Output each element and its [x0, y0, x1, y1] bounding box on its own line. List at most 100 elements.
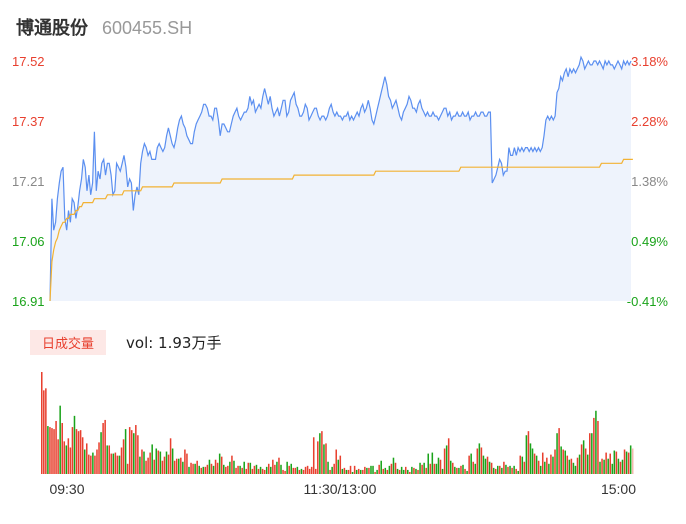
- volume-bar: [251, 468, 254, 474]
- volume-bar: [257, 468, 260, 474]
- volume-bar: [613, 450, 616, 474]
- volume-bar: [180, 457, 182, 474]
- volume-bar: [550, 454, 552, 474]
- volume-bar: [59, 405, 61, 474]
- volume-bar: [272, 459, 274, 474]
- volume-bar: [69, 447, 72, 474]
- volume-bar: [182, 461, 184, 474]
- volume-bar: [411, 466, 413, 474]
- volume-bar: [139, 456, 141, 474]
- volume-bar: [413, 467, 415, 474]
- volume-bar: [443, 448, 446, 474]
- x-tick-label: 09:30: [49, 481, 84, 497]
- volume-bar: [198, 465, 200, 474]
- volume-bar: [537, 460, 540, 474]
- volume-bar: [417, 469, 419, 474]
- volume-bar: [325, 443, 327, 474]
- volume-bar: [253, 465, 256, 474]
- volume-bar: [362, 469, 364, 474]
- volume-bar: [435, 463, 438, 474]
- volume-bar: [533, 453, 536, 474]
- volume-bar: [65, 445, 68, 474]
- volume-bar: [47, 426, 49, 474]
- volume-bar: [611, 463, 614, 474]
- volume-badge[interactable]: 日成交量: [30, 330, 107, 355]
- volume-bar: [607, 458, 609, 474]
- volume-bar: [447, 438, 450, 474]
- volume-bar: [51, 428, 53, 474]
- volume-bar: [396, 468, 399, 474]
- volume-bar: [173, 460, 176, 474]
- volume-bar: [98, 442, 100, 474]
- volume-bar: [586, 454, 589, 474]
- volume-bar: [43, 390, 45, 474]
- volume-bar: [284, 470, 286, 474]
- volume-bar: [190, 462, 192, 474]
- volume-bar: [605, 452, 607, 474]
- volume-bar: [57, 439, 59, 474]
- volume-bar: [603, 459, 605, 474]
- volume-bar: [204, 466, 207, 474]
- volume-bar: [433, 463, 436, 474]
- volume-bar: [372, 465, 374, 474]
- volume-bar: [347, 469, 350, 474]
- volume-bar: [521, 456, 524, 474]
- volume-bar: [216, 462, 219, 474]
- volume-bar: [104, 419, 106, 474]
- volume-bar: [539, 465, 542, 474]
- volume-bar: [83, 449, 86, 474]
- volume-bar: [472, 461, 474, 474]
- volume-bar: [92, 452, 94, 474]
- volume-bar: [519, 455, 522, 474]
- volume-bar: [345, 469, 348, 474]
- price-chart: 17.52 17.37 17.21 17.06 16.91 3.18% 2.28% 1.38%…: [12, 54, 669, 309]
- volume-bar: [310, 466, 313, 474]
- volume-bar: [167, 454, 170, 474]
- y-tick-left: 17.21: [12, 174, 45, 189]
- volume-bar: [351, 471, 354, 474]
- volume-bar: [513, 465, 515, 474]
- volume-bar: [235, 467, 237, 474]
- volume-bar: [108, 445, 111, 474]
- volume-bar: [49, 427, 51, 474]
- volume-bar: [122, 439, 125, 474]
- volume-bar: [327, 461, 329, 474]
- volume-bar: [390, 463, 393, 474]
- stock-code: 600455.SH: [102, 18, 193, 38]
- volume-bar: [239, 465, 241, 474]
- volume-bar: [206, 464, 209, 474]
- volume-bar: [243, 461, 245, 474]
- volume-bar: [629, 445, 632, 474]
- volume-bar: [141, 449, 143, 474]
- volume-bar: [200, 467, 203, 474]
- volume-bar: [261, 468, 264, 474]
- volume-bar: [71, 427, 74, 474]
- volume-bar: [153, 459, 155, 474]
- volume-bar: [394, 462, 397, 474]
- volume-bar: [112, 453, 115, 474]
- y-tick-left: 17.37: [12, 114, 45, 129]
- volume-bar: [233, 460, 235, 474]
- volume-bar: [541, 452, 544, 474]
- volume-bar: [554, 449, 556, 474]
- volume-bar: [61, 423, 63, 474]
- volume-bar: [90, 455, 92, 474]
- volume-bar: [220, 456, 223, 474]
- volume-bar: [558, 428, 560, 474]
- volume-bar: [452, 462, 454, 474]
- volume-bar: [427, 453, 429, 474]
- volume-bar: [423, 462, 425, 474]
- volume-bar: [458, 467, 460, 474]
- volume-bar: [566, 455, 569, 474]
- y-tick-right: -0.41%: [627, 294, 669, 309]
- volume-bar: [462, 464, 464, 474]
- volume-bar: [615, 451, 618, 474]
- volume-bar: [210, 463, 213, 474]
- volume-bar: [263, 469, 266, 474]
- volume-bar: [55, 420, 57, 474]
- volume-bar: [337, 459, 340, 474]
- volume-bar: [492, 467, 495, 474]
- volume-bar: [488, 461, 491, 474]
- volume-bar: [621, 459, 624, 474]
- volume-bar: [407, 469, 409, 474]
